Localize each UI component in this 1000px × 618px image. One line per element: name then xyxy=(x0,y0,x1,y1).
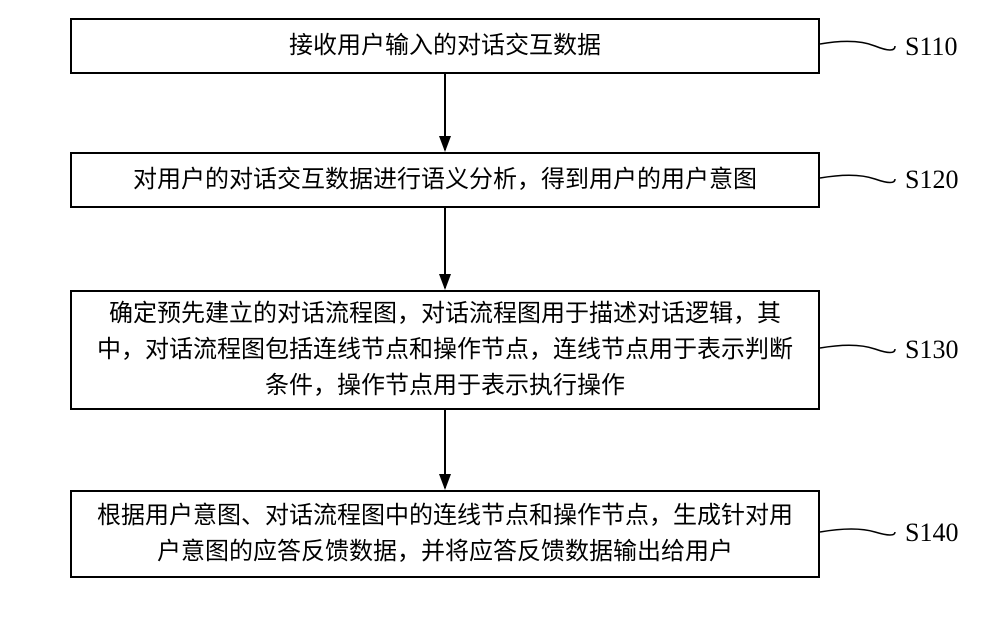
flow-step-3: 确定预先建立的对话流程图，对话流程图用于描述对话逻辑，其中，对话流程图包括连线节… xyxy=(70,290,820,410)
label-connector-1 xyxy=(820,41,895,50)
flow-step-text: 对用户的对话交互数据进行语义分析，得到用户的用户意图 xyxy=(133,162,757,198)
label-connector-4 xyxy=(820,529,895,535)
step-label-3: S130 xyxy=(905,335,958,365)
flow-step-text: 接收用户输入的对话交互数据 xyxy=(289,28,601,64)
flowchart-canvas: 接收用户输入的对话交互数据 S110 对用户的对话交互数据进行语义分析，得到用户的用… xyxy=(0,0,1000,618)
label-connector-2 xyxy=(820,175,895,182)
step-label-1: S110 xyxy=(905,32,958,62)
flow-step-2: 对用户的对话交互数据进行语义分析，得到用户的用户意图 xyxy=(70,152,820,208)
flow-step-4: 根据用户意图、对话流程图中的连线节点和操作节点，生成针对用户意图的应答反馈数据，… xyxy=(70,490,820,578)
step-label-2: S120 xyxy=(905,165,958,195)
flow-step-text: 确定预先建立的对话流程图，对话流程图用于描述对话逻辑，其中，对话流程图包括连线节… xyxy=(92,296,798,404)
flow-step-text: 根据用户意图、对话流程图中的连线节点和操作节点，生成针对用户意图的应答反馈数据，… xyxy=(92,498,798,570)
label-connector-3 xyxy=(820,345,895,352)
step-label-4: S140 xyxy=(905,518,958,548)
flow-step-1: 接收用户输入的对话交互数据 xyxy=(70,18,820,74)
